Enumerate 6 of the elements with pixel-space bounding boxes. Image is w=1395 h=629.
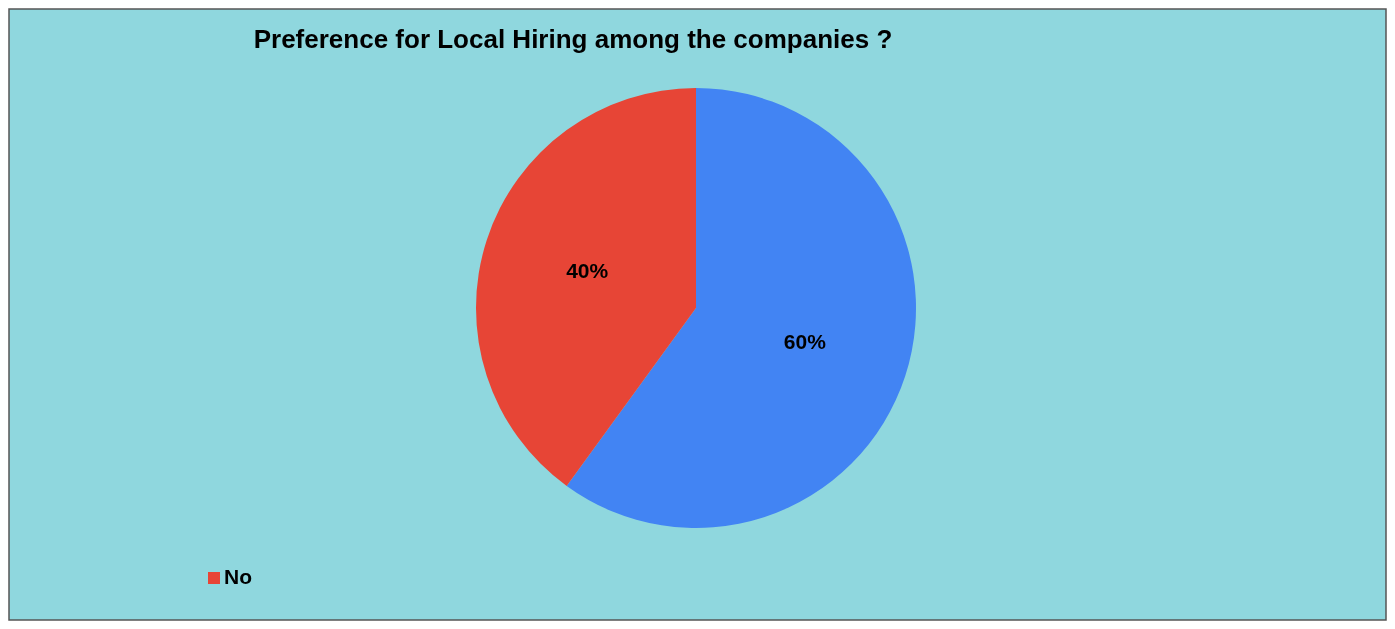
data-label: 60% <box>783 329 827 353</box>
pie-slice <box>476 88 696 486</box>
pie-slice <box>566 88 916 528</box>
data-label: 40% <box>566 259 609 283</box>
legend-label: No <box>224 564 252 588</box>
chart-title: Preference for Local Hiring among the companies ? <box>253 24 893 54</box>
